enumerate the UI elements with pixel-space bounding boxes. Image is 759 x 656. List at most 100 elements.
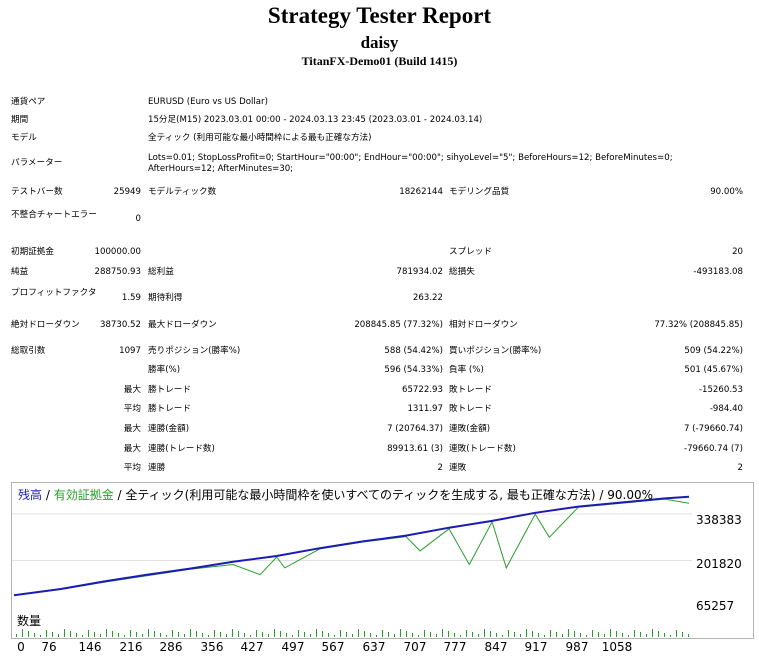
params-line1: Lots=0.01; StopLossProfit=0; StartHour="… [148,153,673,163]
x-tick-label: 567 [321,640,345,654]
volume-bar [442,629,443,637]
volume-chart-svg [16,629,689,637]
volume-bar [532,631,533,637]
short-label: 売りポジション(勝率%) [148,346,241,356]
largest-win-value: 65722.93 [401,385,443,395]
grossprofit-value: 781934.02 [396,267,443,277]
x-tick-label: 76 [41,640,57,654]
mismatch-value: 0 [135,214,141,224]
volume-bar [388,632,389,637]
volume-bar [472,632,473,637]
volume-bar [310,634,311,637]
volume-bar [268,634,269,637]
volume-bar [598,632,599,637]
volume-chart: 数量 [11,612,754,639]
volume-bar [394,634,395,637]
volume-bar [34,633,35,637]
volume-bar [208,635,209,637]
volume-bar [508,630,509,637]
winpct-value: 596 (54.33%) [384,365,443,375]
volume-bar [106,629,107,637]
volume-bar [304,632,305,637]
largest-label: 最大 [123,385,141,395]
volume-bar [262,632,263,637]
max2-label: 最大 [123,444,141,454]
x-tick-label: 216 [119,640,143,654]
legend-equity: 有効証拠金 [53,488,114,502]
volume-bar [232,629,233,637]
bars-label: テストバー数 [11,187,63,197]
cons-wins-money-label: 連勝(金額) [148,424,190,434]
chart-legend: 残高 / 有効証拠金 / 全ティック(利用可能な最小時間枠を使いすべてのティック… [18,486,653,503]
volume-bar [646,634,647,637]
volume-bar [556,632,557,637]
volume-bar [70,631,71,637]
volume-bar [112,631,113,637]
period-value: 15分足(M15) 2023.03.01 00:00 - 2024.03.13 … [148,115,483,125]
volume-bar [676,630,677,637]
x-tick-label: 777 [443,640,467,654]
quality-value: 90.00% [710,187,743,197]
volume-bar [160,633,161,637]
volume-bar [484,629,485,637]
volume-bar [400,629,401,637]
cons-loss-money-value: 7 (-79660.74) [683,424,743,434]
params-label: パラメーター [11,158,63,168]
model-value: 全ティック (利用可能な最小時間枠による最も正確な方法) [148,133,372,143]
volume-bar [172,630,173,637]
trades-value: 1097 [119,346,141,356]
volume-bar [166,635,167,637]
volume-bar [604,634,605,637]
volume-bar [184,634,185,637]
params-line2: AfterHours=12; AfterMinutes=30; [148,164,294,174]
volume-bar [340,630,341,637]
cons-wins-money-value: 7 (20764.37) [387,424,443,434]
cons-loss-money-label: 連敗(金額) [449,424,491,434]
volume-bar [448,631,449,637]
volume-bar [286,633,287,637]
volume-bar [226,634,227,637]
largest-loss-label: 敗トレード [449,385,492,395]
volume-bar [196,631,197,637]
x-tick-label: 146 [78,640,102,654]
volume-bar [634,630,635,637]
volume-bar [682,632,683,637]
volume-bar [76,633,77,637]
spread-label: スプレッド [449,247,492,257]
volume-bar [238,631,239,637]
bars-value: 25949 [113,187,141,197]
volume-bar [88,630,89,637]
volume-bar [364,631,365,637]
expected-label: 期待利得 [148,293,183,303]
volume-bar [430,632,431,637]
volume-bar [454,633,455,637]
x-tick-label: 0 [17,640,25,654]
volume-bar [652,629,653,637]
volume-bar [190,629,191,637]
winpct-label: 勝率(%) [148,365,181,375]
maxdd-label: 最大ドローダウン [148,320,217,330]
volume-bar [316,629,317,637]
volume-bar [490,631,491,637]
volume-bar [370,633,371,637]
volume-bar [520,634,521,637]
volume-bar [130,630,131,637]
volume-bar [214,630,215,637]
legend-balance: 残高 [18,488,43,502]
y-tick-label: 201820 [696,557,742,571]
avg-cons-loss-value: 2 [737,463,743,473]
volume-bar [292,635,293,637]
cons-profit-value: 89913.61 (3) [387,444,443,454]
volume-bar [574,631,575,637]
legend-sep: / [42,488,54,502]
reldd-value: 77.32% (208845.85) [654,320,743,330]
volume-bar [670,635,671,637]
volume-bar [502,635,503,637]
volume-bar [418,635,419,637]
volume-bar [376,635,377,637]
volume-bar [424,630,425,637]
ticks-label: モデルティック数 [148,187,217,197]
ticks-value: 18262144 [399,187,443,197]
volume-bar [412,633,413,637]
grossloss-label: 総損失 [449,267,475,277]
